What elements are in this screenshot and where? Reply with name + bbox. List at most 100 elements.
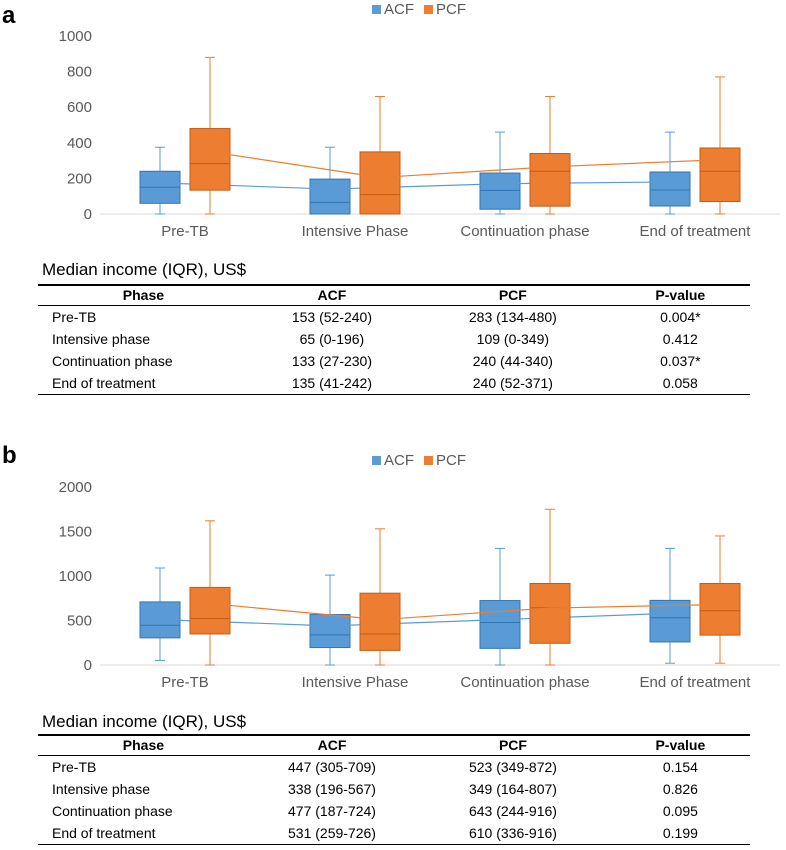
y-tick-label: 2000 bbox=[59, 479, 92, 496]
cell-pvalue: 0.058 bbox=[610, 372, 750, 395]
cell-pvalue: 0.826 bbox=[662, 781, 698, 797]
cell-acf: 153 (52-240) bbox=[291, 309, 373, 325]
cell-pcf: 240 (52-371) bbox=[415, 372, 611, 395]
table-row: Continuation phase 133 (27-230) 240 (44-… bbox=[38, 350, 750, 372]
table-row: End of treatment 135 (41-242) 240 (52-37… bbox=[38, 372, 750, 395]
legend-swatch bbox=[372, 5, 381, 14]
cell-pvalue: 0.004* bbox=[660, 309, 701, 325]
box-pcf bbox=[189, 128, 231, 191]
cell-acf: 447 (305-709) bbox=[288, 759, 376, 775]
table-row: Pre-TB 153 (52-240) 283 (134-480) 0.004* bbox=[38, 306, 750, 329]
y-tick-label: 1500 bbox=[59, 524, 92, 541]
box-pcf bbox=[699, 147, 741, 203]
cell-pcf: 643 (244-916) bbox=[468, 803, 557, 819]
legend-label: ACF bbox=[384, 1, 414, 18]
box-pcf bbox=[359, 151, 401, 215]
panel-b: b 0 500 1000 1500 2000 Pre-TB Intensive Phase C… bbox=[0, 440, 786, 850]
cell-phase: Continuation phase bbox=[52, 353, 173, 369]
cell-pcf: 610 (336-916) bbox=[415, 822, 611, 845]
mean-line-pcf bbox=[209, 602, 721, 621]
table-header-row: Phase ACF PCF P-value bbox=[38, 284, 750, 306]
x-tick-label: End of treatment bbox=[640, 223, 752, 240]
boxplot-chart-b: 0 500 1000 1500 2000 Pre-TB Intensive Phase Con… bbox=[59, 452, 780, 691]
cell-pvalue: 0.412 bbox=[662, 331, 698, 347]
legend-label: PCF bbox=[436, 452, 466, 469]
y-tick-label: 800 bbox=[67, 64, 92, 81]
cell-acf: 477 (187-724) bbox=[288, 803, 376, 819]
legend-swatch bbox=[424, 5, 433, 14]
box-pcf bbox=[529, 152, 571, 207]
cell-pvalue: 0.037* bbox=[660, 353, 701, 369]
header-acf: ACF bbox=[248, 284, 416, 306]
header-phase: Phase bbox=[38, 734, 249, 756]
box-acf bbox=[649, 599, 691, 643]
cell-pcf: 109 (0-349) bbox=[476, 331, 550, 347]
cell-phase: Continuation phase bbox=[52, 803, 173, 819]
box-acf bbox=[479, 600, 521, 649]
box-pcf bbox=[529, 582, 571, 644]
cell-pcf: 283 (134-480) bbox=[468, 309, 557, 325]
box-acf bbox=[479, 172, 521, 210]
header-pvalue: P-value bbox=[610, 284, 750, 306]
cell-pcf: 523 (349-872) bbox=[468, 759, 557, 775]
mean-line-acf bbox=[159, 612, 671, 627]
x-tick-label: Pre-TB bbox=[161, 223, 209, 240]
legend-label: ACF bbox=[384, 452, 414, 469]
table-row: End of treatment 531 (259-726) 610 (336-… bbox=[38, 822, 750, 845]
header-pcf: PCF bbox=[415, 284, 611, 306]
panel-letter: b bbox=[2, 442, 17, 469]
x-tick-label: End of treatment bbox=[640, 674, 752, 691]
mean-line-pcf bbox=[209, 151, 721, 179]
table-title: Median income (IQR), US$ bbox=[42, 712, 247, 731]
x-tick-label: Continuation phase bbox=[460, 674, 589, 691]
y-tick-label: 400 bbox=[67, 135, 92, 152]
box-acf bbox=[309, 614, 351, 649]
boxplot-chart-a: 0 200 400 600 800 1000 Pre-TB Intensive Phase Co… bbox=[59, 1, 780, 240]
cell-phase: Intensive phase bbox=[52, 781, 151, 797]
cell-acf: 531 (259-726) bbox=[248, 822, 416, 845]
cell-pvalue: 0.095 bbox=[662, 803, 698, 819]
cell-pcf: 349 (164-807) bbox=[468, 781, 557, 797]
table-row: Pre-TB 447 (305-709) 523 (349-872) 0.154 bbox=[38, 756, 750, 779]
table-row: Continuation phase 477 (187-724) 643 (24… bbox=[38, 800, 750, 822]
cell-phase: Pre-TB bbox=[52, 309, 97, 325]
header-pvalue: P-value bbox=[610, 734, 750, 756]
table-row: Intensive phase 65 (0-196) 109 (0-349) 0… bbox=[38, 328, 750, 350]
table-header-row: Phase ACF PCF P-value bbox=[38, 734, 750, 756]
cell-acf: 133 (27-230) bbox=[291, 353, 373, 369]
x-tick-label: Pre-TB bbox=[161, 674, 209, 691]
panel-letter: a bbox=[2, 2, 16, 29]
cell-acf: 135 (41-242) bbox=[248, 372, 416, 395]
y-tick-label: 0 bbox=[84, 206, 92, 223]
x-tick-label: Continuation phase bbox=[460, 223, 589, 240]
cell-acf: 65 (0-196) bbox=[299, 331, 365, 347]
cell-phase: Pre-TB bbox=[52, 759, 97, 775]
table-row: Intensive phase 338 (196-567) 349 (164-8… bbox=[38, 778, 750, 800]
cell-phase: End of treatment bbox=[38, 372, 249, 395]
cell-phase: End of treatment bbox=[38, 822, 249, 845]
header-phase: Phase bbox=[38, 284, 249, 306]
y-tick-label: 0 bbox=[84, 657, 92, 674]
legend-label: PCF bbox=[436, 1, 466, 18]
box-pcf bbox=[699, 582, 741, 636]
y-tick-label: 600 bbox=[67, 99, 92, 116]
y-tick-label: 500 bbox=[67, 613, 92, 630]
box-acf bbox=[649, 171, 691, 207]
income-table-b: Phase ACF PCF P-value Pre-TB 447 (305-70… bbox=[38, 734, 750, 845]
header-acf: ACF bbox=[248, 734, 416, 756]
y-tick-label: 200 bbox=[67, 170, 92, 187]
x-tick-label: Intensive Phase bbox=[302, 223, 409, 240]
x-tick-label: Intensive Phase bbox=[302, 674, 409, 691]
y-tick-label: 1000 bbox=[59, 568, 92, 585]
header-pcf: PCF bbox=[415, 734, 611, 756]
income-table-a: Phase ACF PCF P-value Pre-TB 153 (52-240… bbox=[38, 284, 750, 395]
table-title: Median income (IQR), US$ bbox=[42, 260, 247, 279]
box-pcf bbox=[189, 586, 231, 635]
cell-pcf: 240 (44-340) bbox=[472, 353, 553, 369]
legend-swatch bbox=[424, 456, 433, 465]
box-acf bbox=[309, 178, 351, 215]
cell-pvalue: 0.154 bbox=[662, 759, 698, 775]
mean-line-acf bbox=[159, 181, 671, 190]
legend-swatch bbox=[372, 456, 381, 465]
cell-pvalue: 0.199 bbox=[610, 822, 750, 845]
